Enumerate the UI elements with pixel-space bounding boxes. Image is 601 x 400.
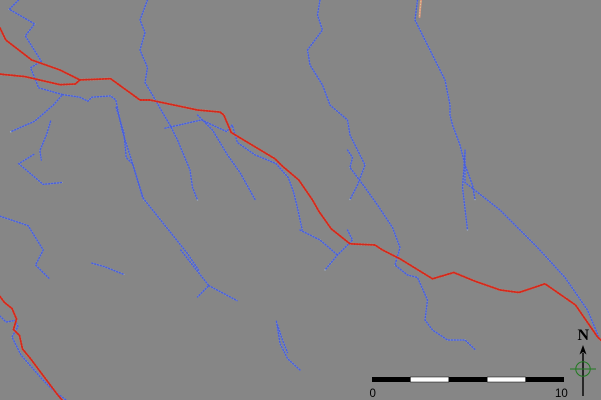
svg-text:10: 10 xyxy=(555,388,568,400)
svg-text:0: 0 xyxy=(370,388,376,400)
svg-text:N: N xyxy=(578,327,590,344)
